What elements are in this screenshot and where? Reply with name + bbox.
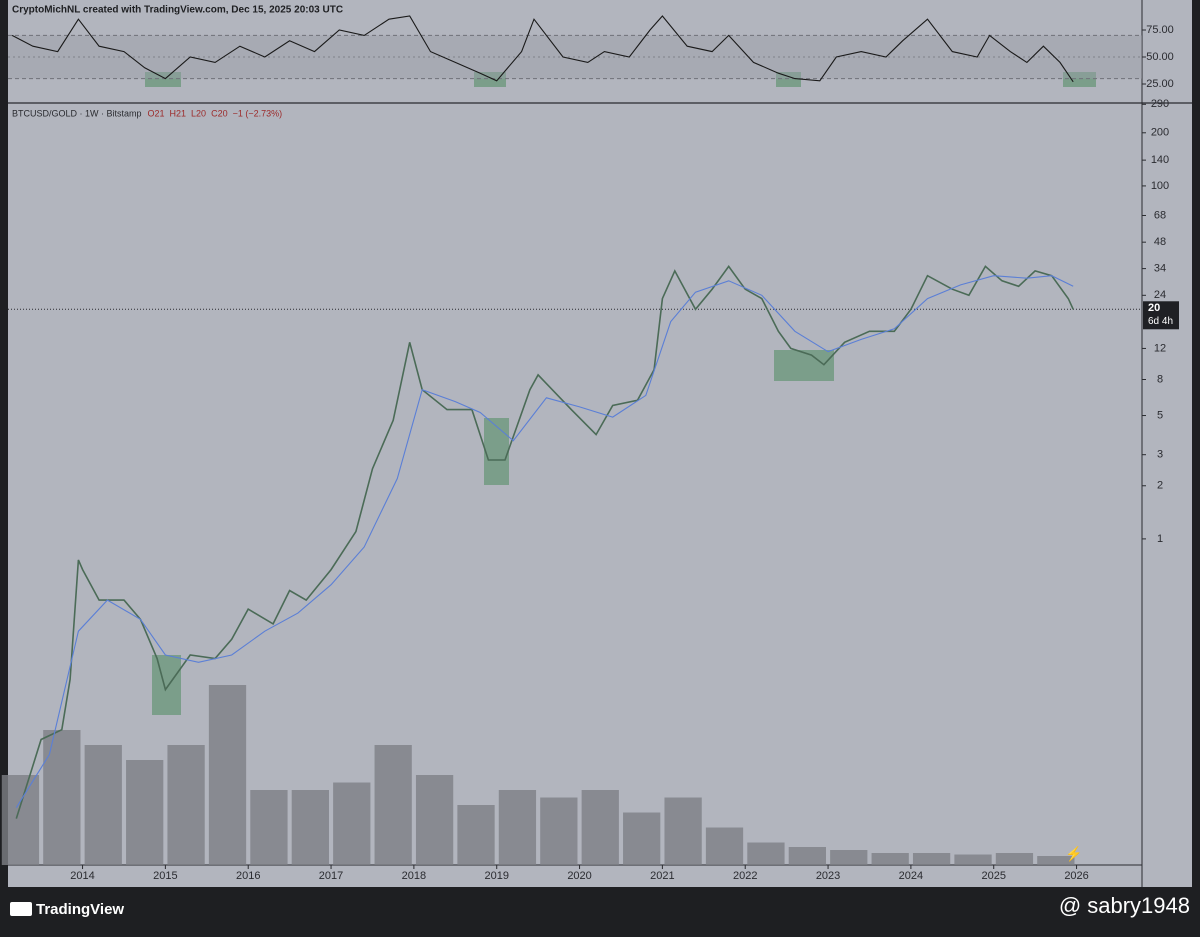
volume-bar — [374, 745, 412, 865]
x-tick-label: 2024 — [899, 870, 923, 882]
series-line — [15, 275, 1074, 808]
price-tag-value: 20 — [1148, 302, 1160, 314]
y-tick-label: 24 — [1154, 289, 1166, 301]
volume-bar — [1, 775, 40, 865]
volume-bar — [208, 685, 247, 865]
x-tick-label: 2020 — [567, 870, 591, 882]
highlight-zone — [474, 72, 506, 87]
x-tick-label: 2025 — [981, 870, 1005, 882]
volume-bar — [126, 760, 164, 865]
legend-value: L20 — [191, 108, 206, 118]
tv-logo — [10, 902, 32, 916]
volume-bar — [84, 745, 122, 865]
watermark: @ sabry1948 — [1059, 893, 1190, 918]
x-tick-label: 2023 — [816, 870, 840, 882]
y-tick-label: 12 — [1154, 342, 1166, 354]
volume-bar — [457, 805, 495, 865]
volume-bar — [705, 827, 744, 865]
y-tick-label: 2 — [1157, 480, 1163, 492]
volume-bar — [167, 745, 205, 865]
y-tick-label: 1 — [1157, 533, 1163, 545]
price-tag-countdown: 6d 4h — [1148, 316, 1173, 327]
highlight-zone — [484, 418, 509, 485]
highlight-zone — [774, 350, 834, 381]
series-line — [11, 15, 1074, 83]
volume-bar — [912, 853, 951, 865]
x-tick-label: 2016 — [236, 870, 260, 882]
volume-bar — [581, 790, 619, 865]
x-tick-label: 2026 — [1064, 870, 1088, 882]
volume-bar — [415, 775, 454, 865]
header-credit: CryptoMichNL created with TradingView.co… — [12, 5, 343, 16]
y-tick-label: 68 — [1154, 209, 1166, 221]
volume-bar — [498, 790, 537, 865]
volume-bar — [664, 797, 702, 865]
series-line — [15, 265, 1074, 819]
volume-bar — [954, 854, 992, 865]
symbol-label: BTCUSD/GOLD · 1W · Bitstamp — [12, 108, 142, 118]
y-tick-label: 50.00 — [1146, 51, 1174, 63]
price-tag — [1143, 301, 1179, 330]
volume-bar — [830, 850, 868, 865]
volume-bar — [788, 847, 826, 865]
legend-value: H21 — [170, 108, 187, 118]
volume-bar — [540, 797, 578, 865]
volume-bar — [1037, 856, 1075, 865]
x-tick-label: 2014 — [70, 870, 94, 882]
y-tick-label: 100 — [1151, 180, 1169, 192]
volume-bar — [995, 853, 1034, 865]
y-tick-label: 34 — [1154, 263, 1166, 275]
flash-icon[interactable]: ⚡ — [1065, 846, 1082, 863]
highlight-zone — [145, 72, 181, 87]
highlight-zone — [1063, 72, 1096, 87]
y-tick-label: 140 — [1151, 154, 1169, 166]
footer-brand: TradingView — [36, 901, 124, 918]
y-tick-label: 5 — [1157, 409, 1163, 421]
volume-bar — [291, 790, 329, 865]
y-tick-label: 75.00 — [1146, 24, 1174, 36]
volume-bar — [250, 790, 288, 865]
volume-bar — [623, 812, 661, 865]
volume-bar — [747, 842, 785, 865]
legend-value: O21 — [148, 108, 165, 118]
y-tick-label: 290 — [1151, 98, 1169, 110]
volume-bar — [43, 730, 81, 865]
y-tick-label: 48 — [1154, 236, 1166, 248]
volume-bar — [871, 853, 909, 865]
x-tick-label: 2019 — [484, 870, 508, 882]
y-tick-label: 200 — [1151, 127, 1169, 139]
y-tick-label: 25.00 — [1146, 78, 1174, 90]
x-tick-label: 2015 — [153, 870, 177, 882]
x-tick-label: 2022 — [733, 870, 757, 882]
x-tick-label: 2018 — [402, 870, 426, 882]
chart-background — [8, 0, 1192, 887]
legend-value: −1 (−2.73%) — [233, 108, 283, 118]
highlight-zone — [776, 72, 801, 87]
volume-bar — [333, 782, 371, 865]
y-tick-label: 8 — [1157, 373, 1163, 385]
x-tick-label: 2017 — [319, 870, 343, 882]
x-tick-label: 2021 — [650, 870, 674, 882]
legend-value: C20 — [211, 108, 228, 118]
y-tick-label: 3 — [1157, 449, 1163, 461]
highlight-zone — [152, 655, 181, 715]
